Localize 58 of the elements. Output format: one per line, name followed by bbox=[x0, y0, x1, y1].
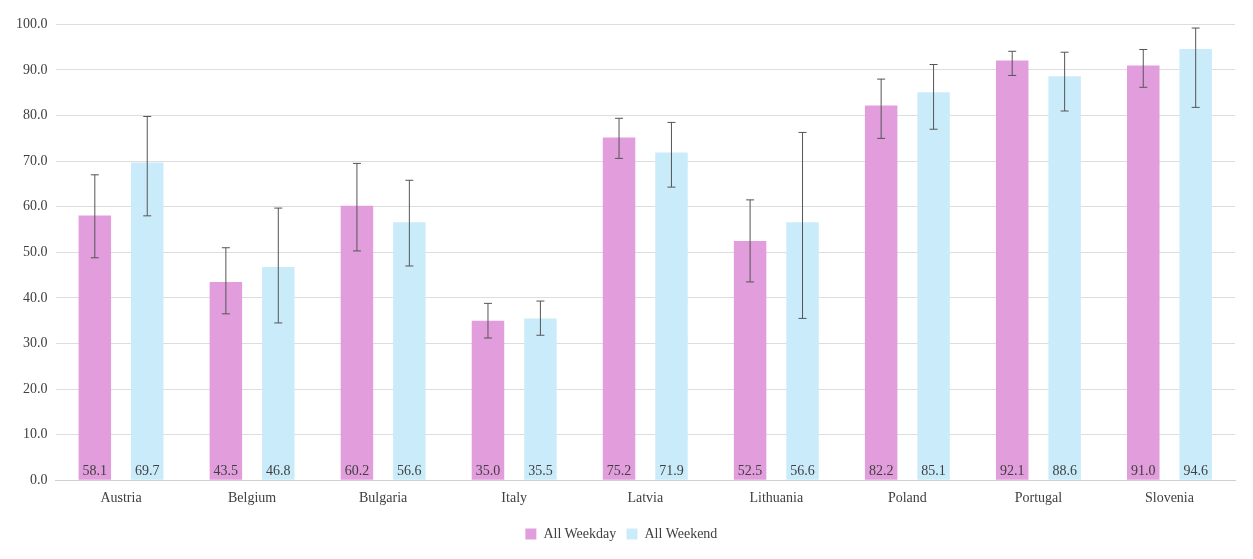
bar bbox=[524, 318, 557, 480]
bar bbox=[733, 240, 767, 480]
data-label: 58.1 bbox=[82, 462, 108, 478]
x-tick-label: Italy bbox=[501, 490, 528, 506]
y-tick-label: 60.0 bbox=[23, 198, 48, 214]
data-label: 71.9 bbox=[659, 462, 684, 478]
x-tick-label: Portugal bbox=[1014, 490, 1063, 506]
bar bbox=[1048, 76, 1081, 480]
bar bbox=[1127, 65, 1160, 480]
bar bbox=[1179, 49, 1212, 480]
data-label: 60.2 bbox=[344, 462, 370, 478]
bar bbox=[78, 215, 112, 480]
bar bbox=[864, 105, 898, 480]
data-label: 35.5 bbox=[528, 462, 553, 478]
x-tick-label: Poland bbox=[887, 490, 927, 506]
bar bbox=[393, 222, 426, 480]
data-label: 43.5 bbox=[213, 462, 239, 478]
data-label: 91.0 bbox=[1131, 462, 1156, 478]
legend-label: All Weekday bbox=[543, 525, 617, 541]
data-label: 46.8 bbox=[266, 462, 291, 478]
bar bbox=[209, 281, 243, 480]
x-tick-label: Lithuania bbox=[749, 490, 804, 506]
data-label: 94.6 bbox=[1183, 462, 1208, 478]
x-tick-label: Belgium bbox=[227, 490, 277, 506]
bar bbox=[995, 60, 1029, 480]
y-tick-label: 30.0 bbox=[23, 335, 48, 351]
x-tick-label: Slovenia bbox=[1144, 490, 1195, 506]
data-label: 85.1 bbox=[921, 462, 946, 478]
bar bbox=[262, 266, 295, 480]
data-label: 35.0 bbox=[475, 462, 501, 478]
data-label: 88.6 bbox=[1052, 462, 1077, 478]
bar bbox=[471, 320, 505, 480]
y-tick-label: 100.0 bbox=[16, 16, 48, 32]
y-tick-label: 20.0 bbox=[23, 380, 48, 396]
data-label: 92.1 bbox=[999, 462, 1025, 478]
y-tick-label: 10.0 bbox=[23, 426, 48, 442]
bar bbox=[786, 222, 819, 480]
y-tick-label: 50.0 bbox=[23, 243, 48, 259]
data-label: 69.7 bbox=[134, 462, 160, 478]
bar bbox=[130, 162, 164, 480]
data-label: 56.6 bbox=[397, 462, 422, 478]
data-label: 82.2 bbox=[868, 462, 894, 478]
y-tick-label: 0.0 bbox=[30, 471, 48, 487]
bar bbox=[917, 92, 950, 480]
x-tick-label: Bulgaria bbox=[359, 490, 409, 506]
bar bbox=[655, 152, 688, 480]
y-tick-label: 40.0 bbox=[23, 289, 48, 305]
x-tick-label: Austria bbox=[100, 490, 143, 506]
bar bbox=[602, 137, 636, 480]
data-label: 52.5 bbox=[737, 462, 763, 478]
bar bbox=[340, 205, 374, 480]
data-label: 75.2 bbox=[606, 462, 632, 478]
data-label: 56.6 bbox=[790, 462, 815, 478]
y-tick-label: 80.0 bbox=[23, 107, 48, 123]
legend-label: All Weekend bbox=[644, 525, 718, 541]
y-tick-label: 70.0 bbox=[23, 152, 48, 168]
x-tick-label: Latvia bbox=[627, 490, 664, 506]
y-tick-label: 90.0 bbox=[23, 61, 48, 77]
